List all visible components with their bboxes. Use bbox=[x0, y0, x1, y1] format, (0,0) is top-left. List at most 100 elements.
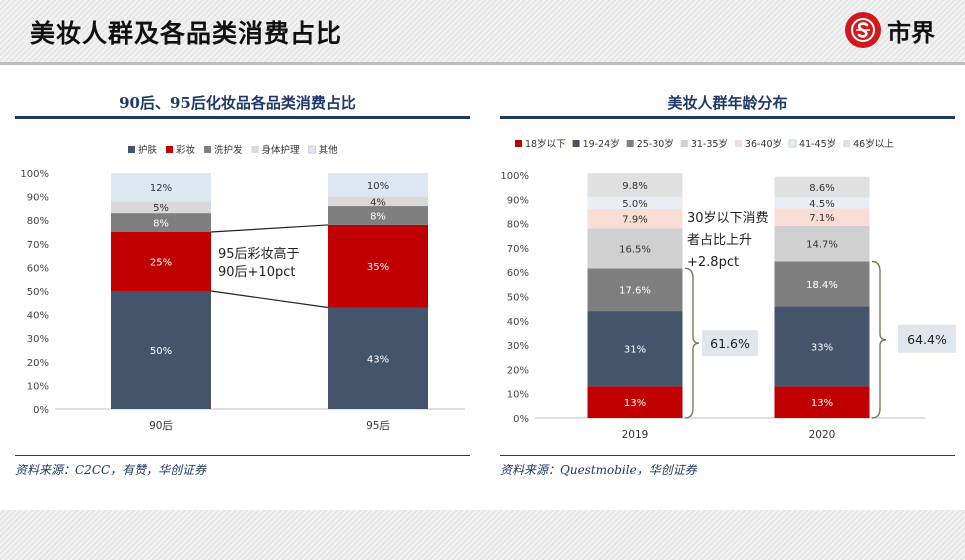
data-label: 8% bbox=[153, 219, 169, 230]
bar-segment bbox=[328, 196, 428, 207]
y-tick-label: 50% bbox=[507, 293, 529, 304]
footer-band bbox=[0, 510, 965, 560]
x-tick-label: 2019 bbox=[622, 429, 649, 441]
data-label: 14.7% bbox=[806, 240, 838, 251]
logo-text: 市界 bbox=[887, 18, 935, 47]
legend-label: 洗护发 bbox=[214, 144, 243, 156]
annotation-text: 95后彩妆高于 bbox=[218, 246, 300, 262]
y-tick-label: 50% bbox=[27, 287, 49, 298]
left-source-rule bbox=[15, 455, 470, 456]
data-label: 50% bbox=[150, 346, 172, 357]
annotation-box bbox=[215, 242, 315, 282]
y-tick-label: 70% bbox=[507, 244, 529, 255]
bar-segment bbox=[587, 311, 683, 387]
bar-segment bbox=[328, 307, 428, 409]
data-label: 35% bbox=[367, 262, 389, 273]
legend-label: 彩妆 bbox=[176, 144, 196, 156]
legend-swatch bbox=[166, 146, 174, 153]
bar-segment bbox=[587, 209, 683, 229]
left-source: 资料来源：C2CC，有赞，华创证券 bbox=[15, 463, 207, 477]
logo: 市界 bbox=[845, 12, 935, 48]
bar-segment bbox=[111, 173, 211, 202]
legend-swatch bbox=[843, 140, 851, 147]
y-tick-label: 20% bbox=[27, 358, 49, 369]
legend-label: 46岁以上 bbox=[853, 138, 894, 150]
bar-segment bbox=[774, 225, 870, 262]
x-tick-label: 95后 bbox=[366, 420, 390, 432]
legend-label: 其他 bbox=[319, 144, 339, 156]
legend-swatch bbox=[734, 140, 742, 147]
connector-line-top bbox=[210, 224, 329, 233]
right-source: 资料来源：Questmobile，华创证券 bbox=[500, 463, 697, 477]
right-chart-title: 美妆人群年龄分布 bbox=[667, 94, 788, 112]
data-label: 5% bbox=[153, 203, 169, 214]
bar-segment bbox=[587, 268, 683, 312]
header-band bbox=[0, 0, 965, 65]
y-tick-label: 60% bbox=[507, 268, 529, 279]
legend-swatch bbox=[626, 140, 634, 147]
legend-label: 护肤 bbox=[138, 144, 158, 156]
x-tick-label: 90后 bbox=[149, 420, 173, 432]
bar-segment bbox=[111, 201, 211, 214]
legend-swatch bbox=[128, 146, 135, 153]
left-title-rule bbox=[15, 116, 470, 119]
bar-segment bbox=[587, 228, 683, 269]
y-tick-label: 60% bbox=[27, 263, 49, 274]
bar-segment bbox=[111, 291, 211, 409]
bracket-2019 bbox=[684, 267, 700, 419]
data-label: 8.6% bbox=[809, 183, 834, 194]
legend-label: 25-30岁 bbox=[637, 138, 674, 150]
left-chart: 0% 10% 20% 30% 40% 50% 60% 70% 80% 90% 100% 护肤 彩妆 洗护发… bbox=[20, 144, 465, 432]
y-tick-label: 80% bbox=[507, 220, 529, 231]
legend-swatch bbox=[572, 140, 580, 147]
y-tick-label: 40% bbox=[27, 311, 49, 322]
legend-label: 31-35岁 bbox=[691, 138, 728, 150]
bracket-2020 bbox=[871, 260, 887, 419]
data-label: 33% bbox=[811, 342, 833, 353]
bar-segment bbox=[328, 206, 428, 225]
left-chart-title: 90后、95后化妆品各品类消费占比 bbox=[119, 94, 356, 112]
legend-label: 36-40岁 bbox=[745, 138, 782, 150]
y-tick-label: 10% bbox=[27, 381, 49, 392]
legend-swatch bbox=[788, 139, 797, 148]
right-source-rule bbox=[500, 455, 955, 456]
data-label: 10% bbox=[367, 181, 389, 192]
y-tick-label: 10% bbox=[507, 390, 529, 401]
bar-segment bbox=[111, 213, 211, 232]
data-label: 7.9% bbox=[622, 215, 647, 226]
connector-line-bottom bbox=[210, 290, 329, 309]
y-tick-label: 30% bbox=[27, 334, 49, 345]
data-label: 9.8% bbox=[622, 181, 647, 192]
bar-segment bbox=[587, 386, 683, 418]
y-tick-label: 100% bbox=[500, 171, 529, 182]
legend-swatch bbox=[251, 146, 259, 153]
bar-segment bbox=[774, 386, 870, 418]
legend-label: 18岁以下 bbox=[525, 138, 566, 150]
y-tick-label: 100% bbox=[20, 169, 49, 180]
data-label: 4.5% bbox=[809, 199, 834, 210]
annotation-text: 者占比上升 bbox=[687, 233, 752, 248]
bar-segment bbox=[774, 208, 870, 226]
y-tick-label: 80% bbox=[27, 216, 49, 227]
data-label: 25% bbox=[150, 258, 172, 269]
data-label: 13% bbox=[624, 398, 646, 409]
legend-swatch bbox=[515, 140, 522, 147]
data-label: 7.1% bbox=[809, 213, 834, 224]
bar-segment bbox=[774, 197, 870, 209]
legend-swatch bbox=[680, 140, 688, 147]
bar-segment bbox=[774, 306, 870, 387]
y-tick-label: 20% bbox=[507, 365, 529, 376]
data-label: 16.5% bbox=[619, 244, 651, 255]
x-tick-label: 2020 bbox=[809, 429, 836, 441]
bracket-label: 64.4% bbox=[907, 332, 947, 347]
data-label: 43% bbox=[367, 354, 389, 365]
bar-segment bbox=[774, 176, 870, 198]
legend-swatch bbox=[308, 145, 317, 154]
legend-label: 身体护理 bbox=[262, 144, 301, 156]
y-tick-label: 90% bbox=[507, 195, 529, 206]
bar-segment bbox=[774, 261, 870, 307]
legend-swatch bbox=[204, 146, 212, 153]
bracket-label-box bbox=[702, 330, 758, 357]
data-label: 5.0% bbox=[622, 199, 647, 210]
logo-mark bbox=[845, 12, 881, 48]
